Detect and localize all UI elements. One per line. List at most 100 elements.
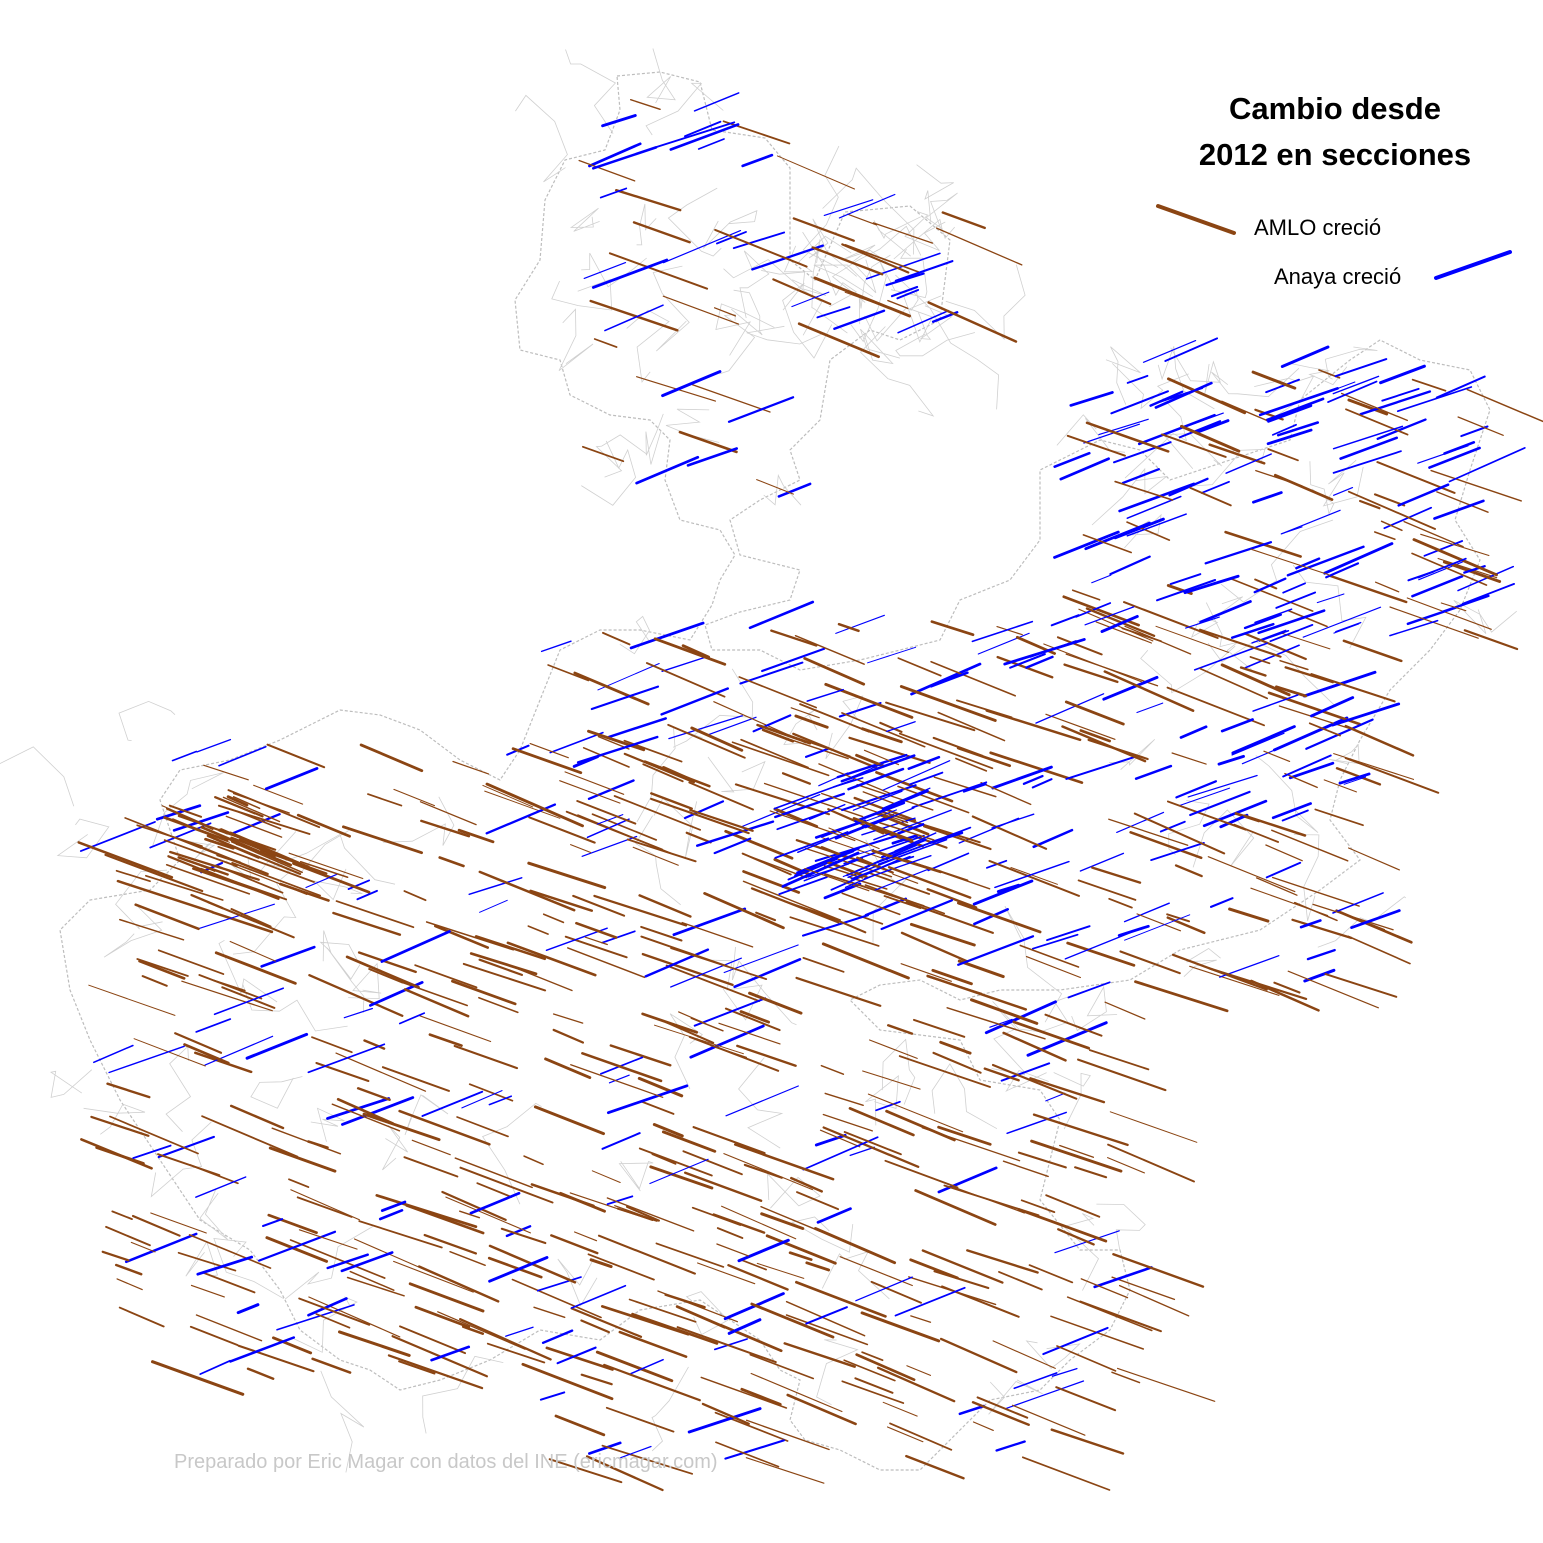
- amlo-arrow: [298, 1297, 371, 1326]
- municipal-boundary: [383, 796, 455, 846]
- anaya-arrow: [1031, 933, 1079, 950]
- anaya-arrow: [1110, 390, 1169, 415]
- municipal-boundary: [816, 1339, 859, 1406]
- anaya-arrow: [340, 1251, 394, 1273]
- amlo-arrow: [1189, 486, 1232, 507]
- amlo-arrow: [1111, 1371, 1141, 1384]
- amlo-arrow: [1107, 1143, 1195, 1183]
- anaya-arrow: [1280, 345, 1330, 368]
- anaya-arrow: [1113, 441, 1172, 464]
- amlo-arrow: [1111, 1276, 1176, 1301]
- municipal-boundary: [945, 264, 1026, 341]
- municipal-boundary: [895, 332, 976, 357]
- anaya-arrow: [849, 1146, 875, 1157]
- amlo-arrow: [587, 1253, 655, 1281]
- amlo-arrow: [478, 958, 524, 977]
- anaya-arrow: [907, 755, 941, 771]
- anaya-arrow: [586, 818, 630, 839]
- amlo-arrow: [449, 1250, 486, 1267]
- amlo-arrow: [476, 1182, 513, 1198]
- municipal-boundary: [859, 326, 935, 417]
- amlo-arrow: [670, 947, 768, 980]
- amlo-arrow: [795, 1280, 887, 1318]
- amlo-arrow: [970, 998, 1039, 1025]
- amlo-arrow: [1116, 1367, 1216, 1402]
- amlo-arrow: [513, 966, 573, 992]
- amlo-arrow: [887, 866, 972, 899]
- amlo-arrow: [773, 807, 819, 828]
- amlo-arrow: [506, 941, 597, 977]
- amlo-arrow: [581, 1052, 663, 1083]
- municipal-boundary: [925, 192, 958, 232]
- amlo-arrow: [1254, 578, 1278, 590]
- amlo-arrow: [570, 1064, 664, 1098]
- amlo-arrow: [1085, 421, 1170, 453]
- anaya-arrow: [1178, 787, 1231, 807]
- amlo-arrow: [1010, 867, 1058, 885]
- anaya-arrow: [972, 879, 1034, 906]
- municipal-boundary: [0, 746, 75, 807]
- municipal-boundary: [83, 1103, 146, 1135]
- anaya-arrow: [601, 930, 636, 944]
- amlo-arrow: [105, 1225, 151, 1247]
- amlo-arrow: [445, 1196, 531, 1234]
- amlo-arrow: [756, 1262, 805, 1279]
- amlo-arrow: [1133, 812, 1226, 855]
- anaya-arrow: [707, 716, 757, 736]
- anaya-arrow: [468, 877, 523, 896]
- municipal-boundary: [811, 239, 848, 334]
- amlo-arrow: [769, 810, 856, 842]
- municipal-boundary: [1322, 459, 1364, 507]
- anaya-arrow: [1265, 861, 1302, 879]
- amlo-arrow: [547, 664, 590, 682]
- anaya-arrow: [93, 1044, 134, 1064]
- amlo-arrow: [1118, 1284, 1190, 1317]
- amlo-arrow: [271, 1127, 342, 1155]
- municipal-boundary: [646, 48, 676, 104]
- amlo-arrow: [1043, 643, 1143, 683]
- anaya-arrow: [1428, 446, 1481, 469]
- amlo-arrow: [1107, 1157, 1145, 1174]
- amlo-arrow: [403, 988, 470, 1018]
- amlo-arrow: [1207, 856, 1296, 893]
- amlo-arrow: [104, 853, 204, 893]
- anaya-arrow: [683, 800, 725, 820]
- amlo-arrow: [1045, 1194, 1101, 1218]
- amlo-arrow: [935, 227, 1023, 266]
- anaya-arrow: [748, 600, 815, 630]
- municipal-boundary: [702, 210, 758, 249]
- legend-amlo-swatch: [1156, 204, 1236, 235]
- amlo-arrow: [1340, 392, 1409, 422]
- amlo-arrow: [183, 1043, 230, 1065]
- amlo-arrow: [941, 1285, 1020, 1318]
- anaya-arrow: [556, 1346, 597, 1365]
- amlo-arrow: [750, 1302, 835, 1339]
- amlo-arrow: [511, 747, 583, 775]
- amlo-arrow: [941, 211, 986, 230]
- amlo-arrow: [724, 1007, 781, 1032]
- municipal-boundary: [319, 930, 358, 962]
- amlo-arrow: [226, 795, 249, 807]
- amlo-arrow: [441, 1190, 507, 1222]
- amlo-arrow: [632, 221, 691, 244]
- amlo-arrow: [542, 913, 565, 924]
- anaya-arrow: [805, 1306, 848, 1325]
- anaya-arrow: [1051, 1367, 1078, 1377]
- legend-anaya-label: Anaya creció: [1274, 264, 1402, 289]
- amlo-arrow: [1108, 897, 1133, 909]
- amlo-arrow: [630, 98, 661, 111]
- amlo-arrow: [1019, 944, 1080, 968]
- anaya-arrow: [204, 1035, 274, 1066]
- amlo-arrow: [1265, 844, 1303, 862]
- amlo-arrow: [781, 772, 812, 785]
- amlo-arrow: [119, 918, 185, 941]
- anaya-arrow: [599, 187, 628, 199]
- amlo-arrow: [157, 1153, 221, 1177]
- amlo-arrow: [905, 1454, 965, 1480]
- municipal-boundary: [992, 990, 1085, 1033]
- amlo-arrow: [198, 974, 263, 1000]
- amlo-arrow: [898, 732, 994, 770]
- anaya-arrow: [1332, 450, 1402, 474]
- amlo-arrow: [381, 1066, 450, 1092]
- anaya-arrow: [1164, 337, 1219, 362]
